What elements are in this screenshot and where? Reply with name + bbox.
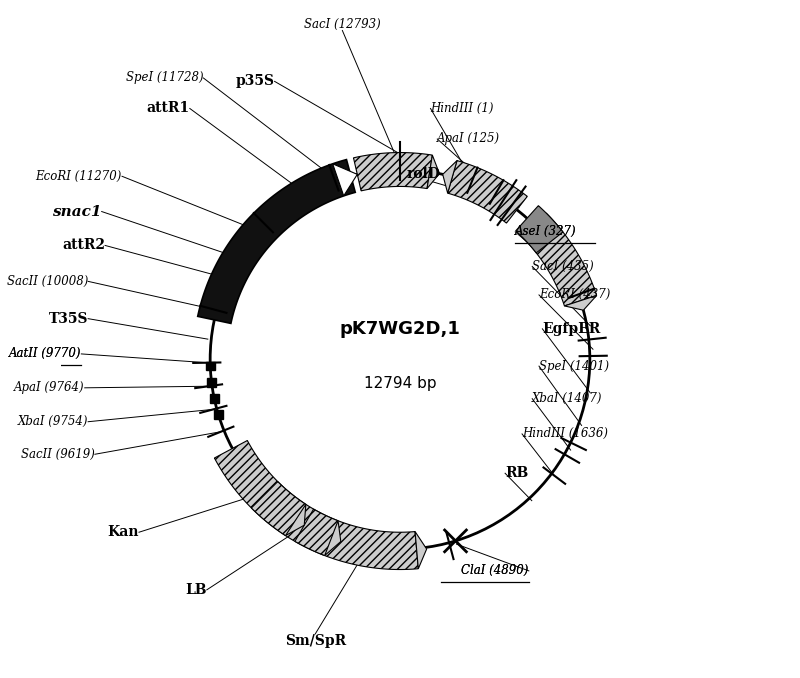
Text: ApaI (9764): ApaI (9764) — [14, 381, 85, 395]
Text: snac1: snac1 — [52, 205, 102, 218]
Text: AseI (327): AseI (327) — [515, 225, 577, 239]
Text: Sm/SpR: Sm/SpR — [285, 634, 346, 648]
Text: EgfpER: EgfpER — [542, 322, 601, 336]
Text: p35S: p35S — [235, 75, 274, 88]
Bar — [214, 410, 223, 419]
Polygon shape — [565, 296, 597, 311]
Polygon shape — [415, 532, 426, 569]
Bar — [206, 361, 214, 370]
Text: ClaI (4890): ClaI (4890) — [462, 564, 529, 578]
Text: attR2: attR2 — [62, 239, 105, 252]
Polygon shape — [354, 153, 432, 191]
Text: SacII (10008): SacII (10008) — [6, 275, 88, 288]
Polygon shape — [198, 159, 355, 323]
Polygon shape — [295, 509, 418, 570]
Text: AseI (327): AseI (327) — [515, 225, 577, 239]
Polygon shape — [442, 161, 457, 193]
Polygon shape — [516, 205, 563, 253]
Polygon shape — [333, 164, 358, 196]
Text: XbaI (9754): XbaI (9754) — [18, 415, 88, 428]
Text: SacI (435): SacI (435) — [532, 260, 594, 273]
Text: LB: LB — [186, 583, 206, 597]
Text: attR1: attR1 — [146, 102, 190, 115]
Text: T35S: T35S — [49, 312, 88, 325]
Text: SacI (12793): SacI (12793) — [304, 18, 381, 31]
Text: 12794 bp: 12794 bp — [364, 376, 436, 391]
Polygon shape — [522, 213, 597, 306]
Text: HindIII (1): HindIII (1) — [430, 102, 494, 115]
Polygon shape — [286, 504, 306, 536]
Bar — [207, 378, 216, 387]
Text: EcoRI (437): EcoRI (437) — [539, 288, 610, 302]
Text: pK7WG2D,1: pK7WG2D,1 — [339, 320, 461, 338]
Text: Kan: Kan — [107, 525, 139, 539]
Text: RB: RB — [505, 466, 528, 480]
Text: ClaI (4890): ClaI (4890) — [462, 564, 529, 578]
Bar — [210, 395, 218, 403]
Text: AatII (9770): AatII (9770) — [9, 347, 82, 361]
Text: XbaI (1407): XbaI (1407) — [532, 392, 602, 405]
Polygon shape — [325, 521, 341, 555]
Text: SpeI (1401): SpeI (1401) — [539, 359, 609, 373]
Text: rolD: rolD — [406, 167, 441, 181]
Polygon shape — [448, 161, 527, 223]
Text: SacII (9619): SacII (9619) — [21, 447, 95, 461]
Text: AatII (9770): AatII (9770) — [9, 347, 82, 361]
Text: HindIII (1636): HindIII (1636) — [522, 427, 608, 441]
Text: SpeI (11728): SpeI (11728) — [126, 71, 203, 85]
Polygon shape — [251, 481, 338, 555]
Text: EcoRI (11270): EcoRI (11270) — [36, 170, 122, 183]
Polygon shape — [427, 155, 439, 188]
Text: ApaI (125): ApaI (125) — [438, 132, 501, 146]
Polygon shape — [214, 441, 306, 536]
